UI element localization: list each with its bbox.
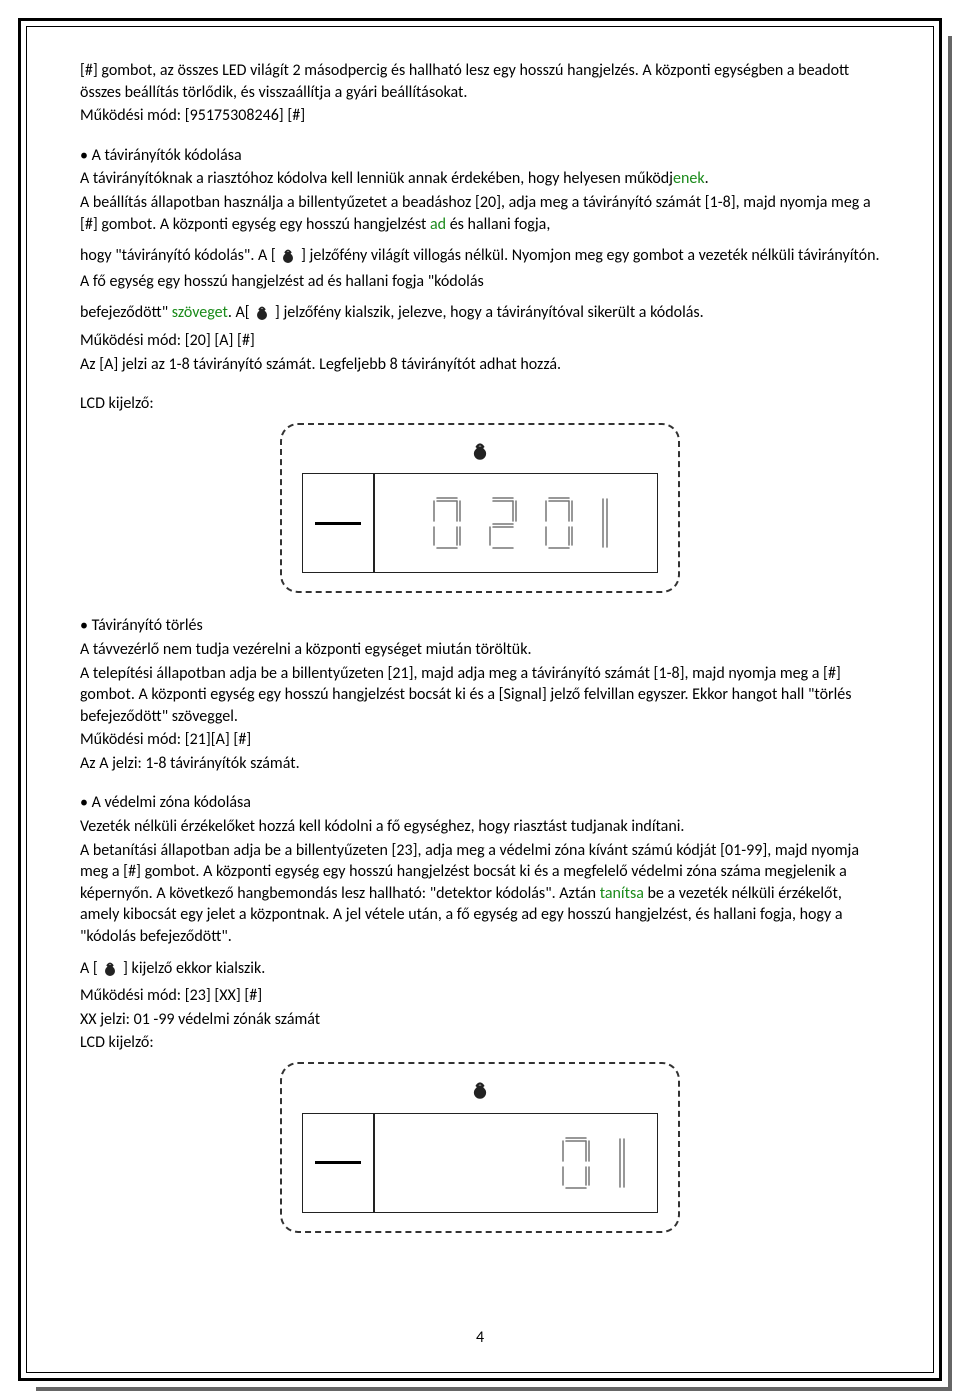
section2-p1: A távvezérlő nem tudja vezérelni a közpo… — [80, 639, 880, 661]
section1-p4d: ] jelzőfény kialszik, jelezve, hogy a tá… — [271, 303, 703, 322]
section1-lcd-label: LCD kijelző: — [80, 393, 880, 415]
section1-p1b: enek — [673, 169, 705, 188]
section3-p1: Vezeték nélküli érzékelőket hozzá kell k… — [80, 816, 880, 838]
section1-p4a: befejeződött" — [80, 303, 172, 322]
section1-p1c: . — [705, 169, 709, 188]
section1-p5: Működési mód: [20] [A] [#] — [80, 330, 880, 352]
page-content: [#] gombot, az összes LED világít 2 máso… — [44, 44, 916, 1355]
section3-p4: Működési mód: [23] [XX] [#] — [80, 985, 880, 1007]
section1-title: • A távirányítók kódolása — [80, 145, 880, 167]
section-zone-coding: • A védelmi zóna kódolása Vezeték nélkül… — [80, 792, 880, 1232]
section1-p3a: hogy "távirányító kódolás". A [ — [80, 246, 279, 265]
bag-icon — [302, 439, 658, 474]
section3-lcd-label: LCD kijelző: — [80, 1032, 880, 1054]
section2-p3: Működési mód: [21][A] [#] — [80, 729, 880, 751]
lcd-panel-1 — [280, 423, 680, 594]
section3-p2b: tanítsa — [600, 884, 644, 903]
section2-p2: A telepítési állapotban adja be a billen… — [80, 663, 880, 728]
section1-p4b: szöveget — [172, 303, 228, 322]
bag-icon — [302, 1078, 658, 1113]
bag-icon — [253, 303, 271, 328]
section-remote-delete: • Távirányító törlés A távvezérlő nem tu… — [80, 615, 880, 774]
section2-title: • Távirányító törlés — [80, 615, 880, 637]
section1-p4: befejeződött" szöveget. A[ ] jelzőfény k… — [80, 302, 880, 328]
section3-p5: XX jelzi: 01 -99 védelmi zónák számát — [80, 1009, 880, 1031]
section3-p3b: ] kijelző ekkor kialszik. — [119, 959, 265, 978]
section-remote-coding: • A távirányítók kódolása A távirányítók… — [80, 145, 880, 594]
intro-p1: [#] gombot, az összes LED világít 2 máso… — [80, 60, 880, 103]
section1-p2c: és hallani fogja, — [446, 215, 550, 234]
section1-p2b: ad — [430, 215, 446, 234]
section2-p4: Az A jelzi: 1-8 távirányítók számát. — [80, 753, 880, 775]
section1-p2: A beállítás állapotban használja a bille… — [80, 192, 880, 235]
section1-p1: A távirányítóknak a riasztóhoz kódolva k… — [80, 168, 880, 190]
intro-block: [#] gombot, az összes LED világít 2 máso… — [80, 60, 880, 127]
section3-title: • A védelmi zóna kódolása — [80, 792, 880, 814]
bag-icon — [101, 959, 119, 984]
section1-p3: hogy "távirányító kódolás". A [ ] jelzőf… — [80, 245, 880, 292]
bag-icon — [279, 246, 297, 271]
section3-p3: A [ ] kijelző ekkor kialszik. — [80, 958, 880, 984]
lcd-display — [302, 1113, 658, 1213]
page-number: 4 — [44, 1327, 916, 1349]
section3-p2: A betanítási állapotban adja be a billen… — [80, 840, 880, 948]
section1-p4c: . A[ — [228, 303, 253, 322]
lcd-display — [302, 473, 658, 573]
section1-p1a: A távirányítóknak a riasztóhoz kódolva k… — [80, 169, 673, 188]
section1-p6: Az [A] jelzi az 1-8 távirányító számát. … — [80, 354, 880, 376]
intro-p2: Működési mód: [95175308246] [#] — [80, 105, 880, 127]
lcd-panel-2 — [280, 1062, 680, 1233]
section3-p3a: A [ — [80, 959, 101, 978]
